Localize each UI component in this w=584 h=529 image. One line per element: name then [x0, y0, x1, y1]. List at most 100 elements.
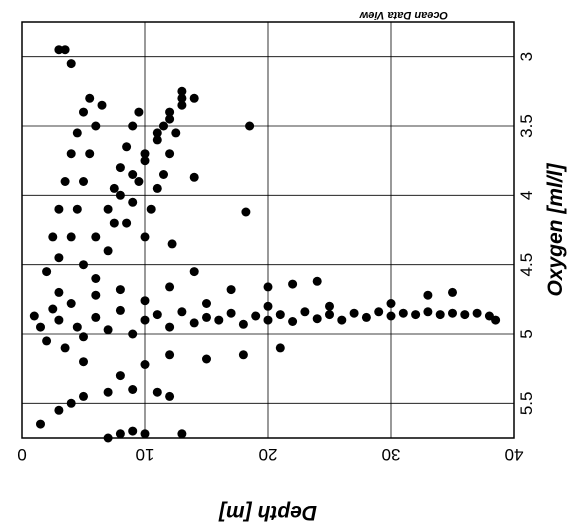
data-point — [386, 311, 396, 321]
y-tick-label: 3 — [517, 52, 536, 61]
data-point — [79, 260, 88, 270]
data-point — [275, 343, 285, 353]
data-point — [226, 285, 236, 295]
data-point — [165, 282, 175, 292]
data-point — [312, 314, 322, 324]
data-point — [177, 307, 187, 317]
data-point — [349, 308, 359, 318]
data-point — [263, 282, 273, 292]
data-point — [167, 239, 177, 249]
data-point — [491, 315, 501, 325]
data-point — [36, 322, 45, 332]
data-point — [226, 308, 236, 318]
data-points — [29, 45, 501, 443]
data-point — [91, 274, 101, 283]
data-point — [263, 315, 273, 325]
data-point — [79, 357, 88, 367]
data-point — [238, 319, 248, 329]
data-point — [115, 190, 125, 200]
y-tick-label: 5 — [517, 329, 536, 338]
data-point — [128, 121, 138, 131]
data-point — [177, 86, 187, 96]
data-point — [128, 426, 138, 436]
data-point — [152, 387, 162, 397]
data-point — [214, 315, 224, 325]
data-point — [177, 429, 187, 439]
x-tick-label: 20 — [259, 445, 278, 464]
data-point — [152, 310, 162, 320]
data-point — [165, 107, 175, 117]
data-point — [361, 312, 371, 322]
watermark-text: Ocean Data View — [358, 9, 448, 21]
data-point — [165, 391, 175, 401]
data-point — [411, 310, 421, 320]
data-point — [325, 301, 334, 311]
data-point — [374, 307, 384, 317]
data-point — [165, 350, 175, 360]
data-point — [448, 308, 457, 318]
data-point — [128, 329, 138, 339]
data-point — [128, 385, 138, 394]
data-point — [189, 93, 199, 103]
data-point — [122, 142, 132, 152]
data-point — [423, 290, 433, 300]
data-point — [165, 114, 175, 124]
data-point — [140, 315, 150, 325]
data-point — [325, 310, 334, 320]
y-tick-label: 4.5 — [517, 253, 536, 277]
data-point — [165, 322, 175, 332]
data-point — [85, 149, 95, 159]
data-point — [140, 156, 150, 166]
data-point — [140, 149, 150, 159]
data-point — [171, 128, 181, 138]
data-point — [115, 285, 125, 295]
data-point — [140, 360, 150, 369]
data-point — [202, 299, 211, 308]
data-point — [202, 312, 211, 322]
tick-labels: 0 10 20 30 40 3 3.5 4 4.5 5 5.5 — [17, 52, 536, 464]
x-tick-label: 0 — [17, 445, 26, 464]
data-point — [91, 290, 101, 300]
x-tick-label: 30 — [382, 445, 401, 464]
data-point — [72, 322, 82, 332]
data-point — [79, 332, 88, 342]
data-point — [54, 405, 64, 415]
data-point — [177, 93, 187, 103]
plot-frame — [21, 21, 515, 439]
data-point — [275, 310, 285, 320]
data-point — [152, 183, 162, 193]
y-tick-label: 3.5 — [517, 114, 536, 138]
data-point — [448, 287, 457, 297]
data-point — [159, 121, 168, 131]
data-point — [54, 253, 64, 263]
data-point — [79, 177, 88, 186]
data-point — [122, 218, 132, 228]
data-point — [115, 371, 125, 381]
data-point — [398, 308, 408, 318]
data-point — [60, 45, 70, 55]
data-point — [36, 419, 45, 429]
data-point — [115, 163, 125, 173]
data-point — [128, 197, 138, 207]
data-point — [66, 149, 76, 159]
data-point — [435, 310, 445, 320]
data-point — [103, 387, 113, 397]
data-point — [423, 307, 433, 317]
data-point — [79, 391, 88, 401]
y-axis-title: Oxygen [ml/l] — [544, 162, 567, 296]
data-point — [152, 128, 162, 138]
data-point — [29, 311, 39, 321]
data-point — [48, 232, 58, 242]
data-point — [42, 267, 52, 277]
data-point — [79, 107, 88, 117]
data-point — [241, 207, 251, 217]
data-point — [85, 93, 95, 103]
data-point — [91, 312, 101, 322]
data-point — [60, 177, 70, 186]
data-point — [72, 128, 82, 138]
data-point — [115, 305, 125, 315]
data-point — [91, 121, 101, 131]
data-point — [109, 218, 119, 228]
data-point — [177, 100, 187, 110]
